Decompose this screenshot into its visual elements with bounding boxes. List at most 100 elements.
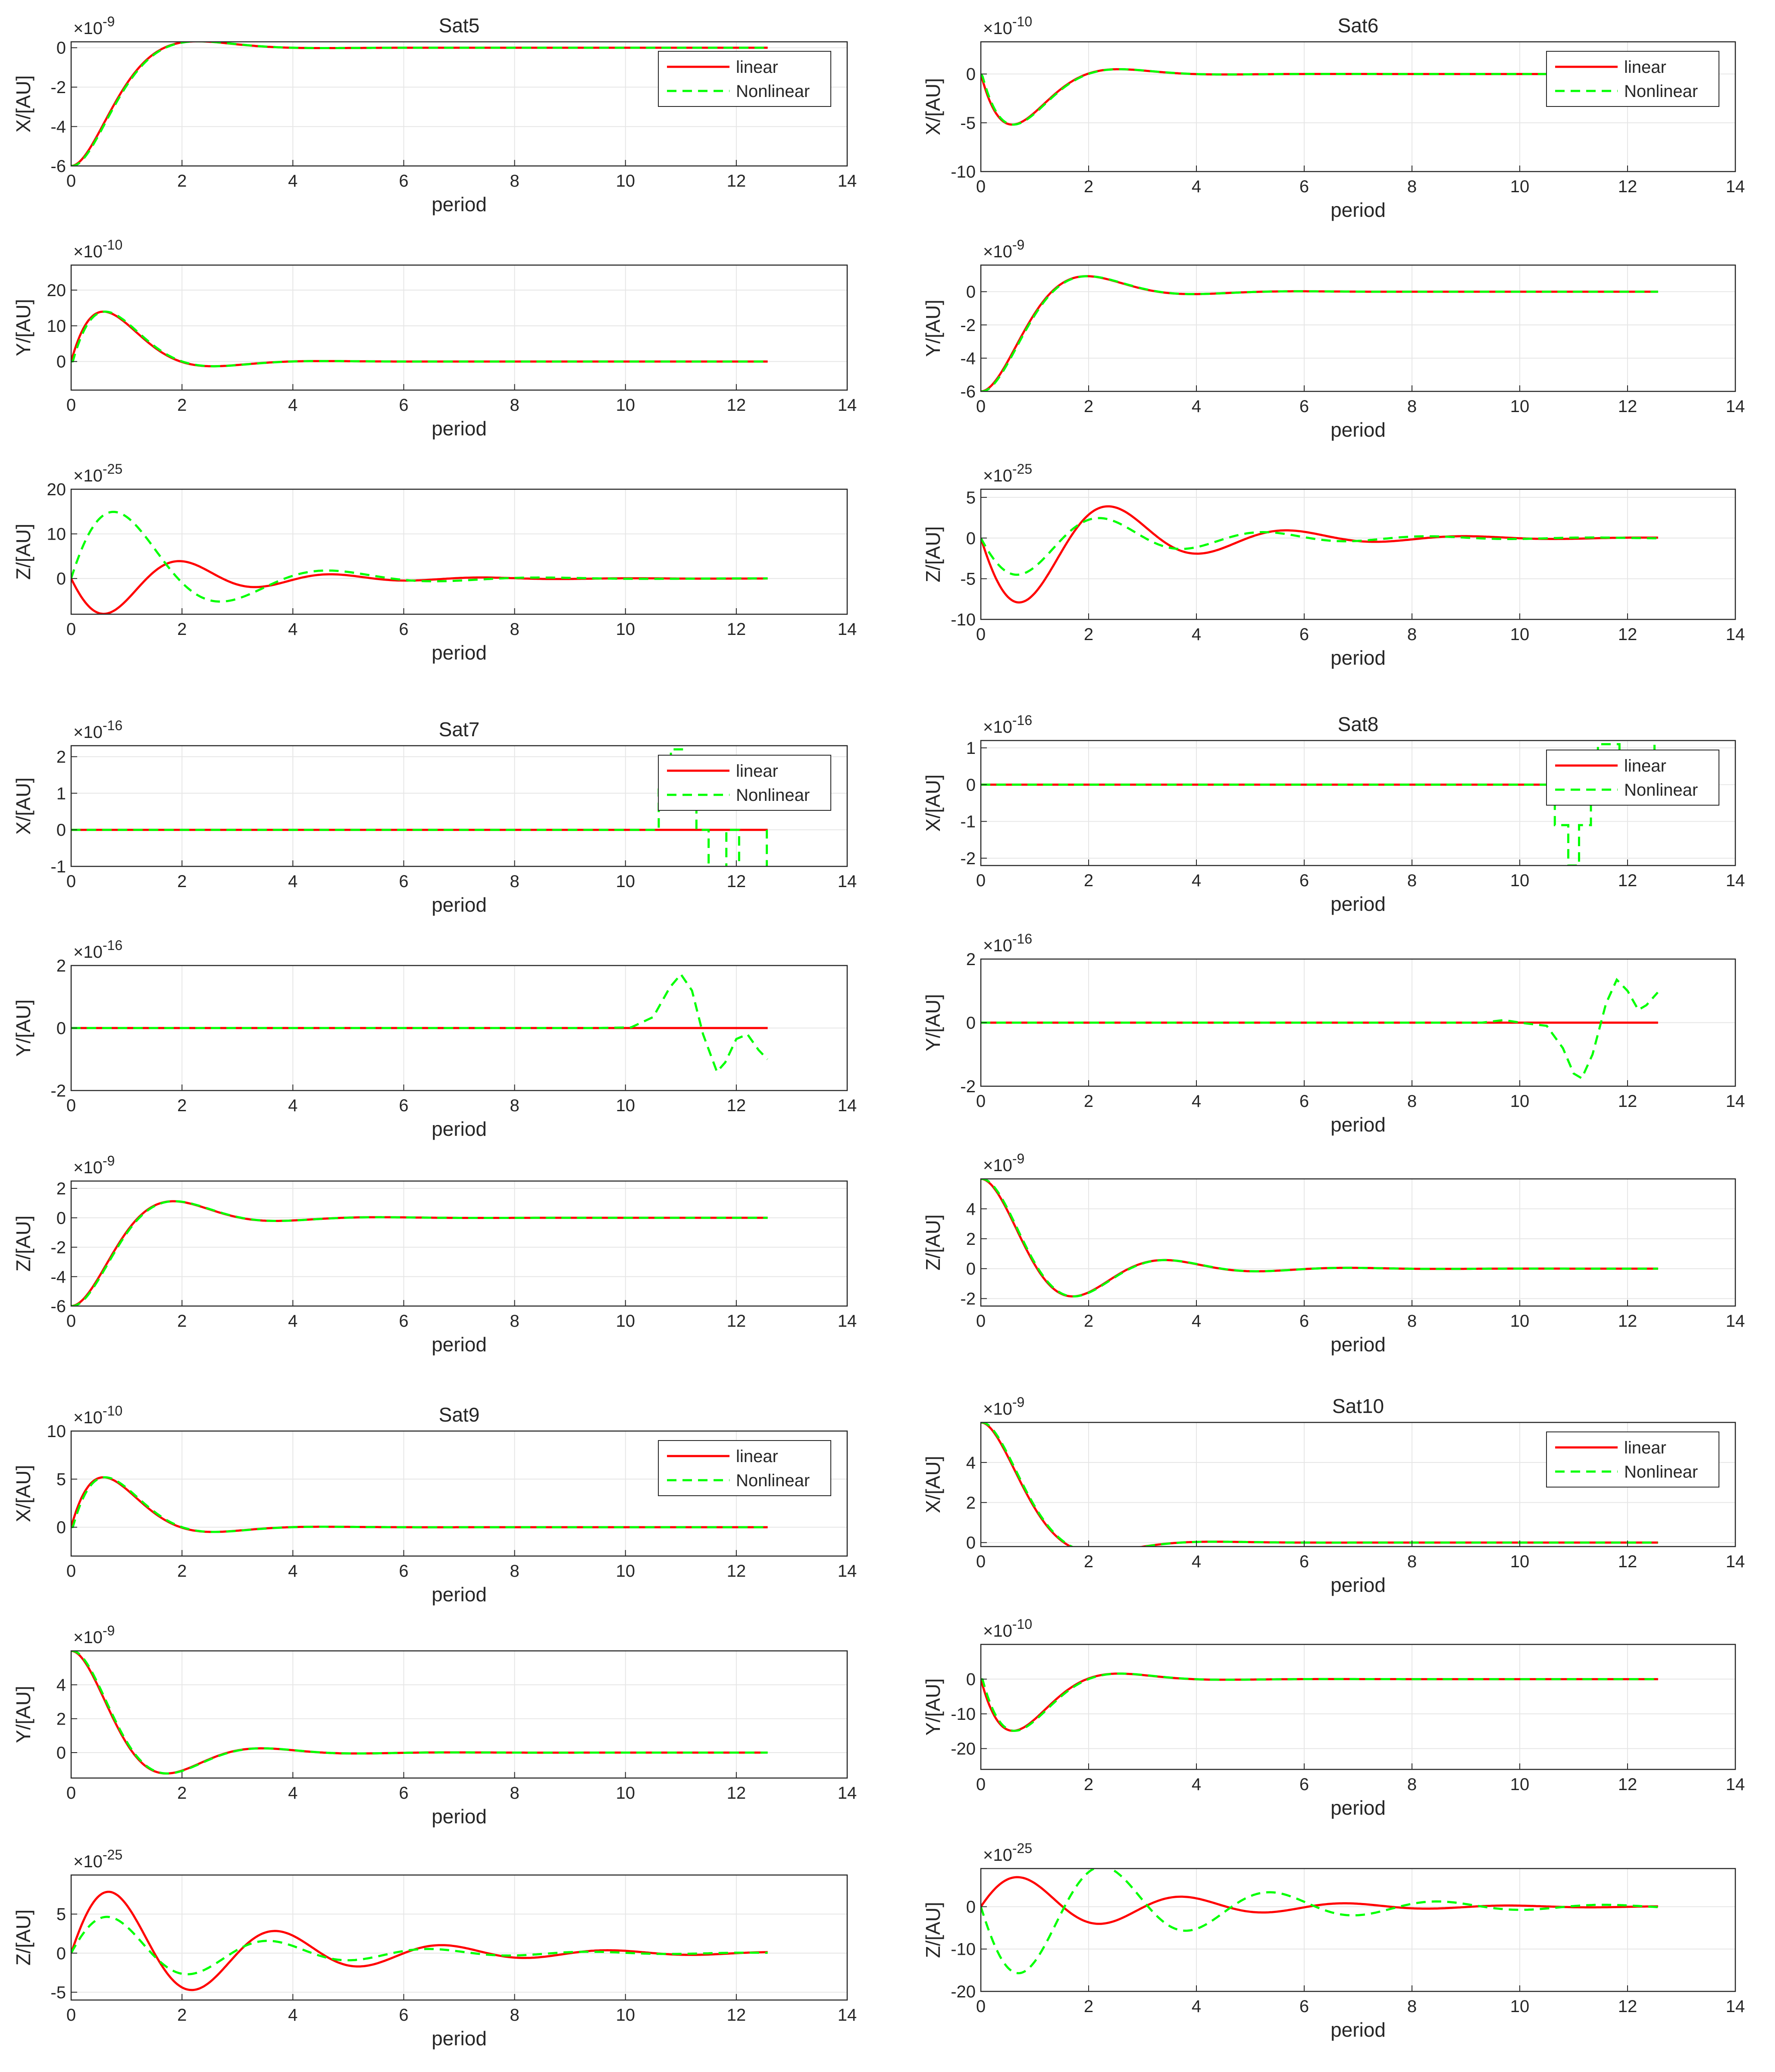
y-tick-label: -5 — [960, 114, 976, 133]
exponent-base: ×10 — [983, 1400, 1012, 1419]
x-tick-label: 6 — [399, 1784, 408, 1803]
x-axis-label: period — [432, 894, 487, 916]
x-tick-label: 10 — [616, 620, 635, 639]
y-axis-label: X/[AU] — [12, 1465, 34, 1522]
exponent-base: ×10 — [983, 1622, 1012, 1641]
exponent-base: ×10 — [73, 943, 103, 962]
axis-exponent: ×10-10 — [73, 1403, 122, 1427]
x-tick-label: 12 — [727, 1096, 746, 1115]
x-tick-label: 14 — [1726, 1775, 1745, 1794]
y-tick-label: -4 — [50, 1268, 66, 1287]
x-tick-label: 6 — [1299, 1312, 1309, 1331]
y-tick-label: 0 — [56, 39, 66, 58]
x-tick-label: 6 — [1299, 1092, 1309, 1111]
plot-area — [71, 489, 847, 614]
x-tick-label: 2 — [1084, 1997, 1093, 2016]
x-tick-label: 10 — [1510, 1997, 1530, 2016]
x-tick-label: 10 — [1510, 397, 1530, 416]
exponent-power: -10 — [1012, 14, 1032, 29]
axis-exponent: ×10-10 — [73, 237, 122, 261]
legend: linear Nonlinear — [1546, 750, 1719, 806]
exponent-base: ×10 — [983, 466, 1012, 485]
y-tick-label: 1 — [56, 784, 66, 803]
y-tick-label: 20 — [47, 480, 66, 499]
y-tick-label: 4 — [966, 1200, 976, 1219]
exponent-power: -25 — [103, 461, 122, 477]
y-tick-label: 2 — [966, 1230, 976, 1249]
y-tick-label: 0 — [966, 775, 976, 794]
x-tick-label: 0 — [976, 397, 986, 416]
y-tick-label: -2 — [960, 316, 976, 335]
x-axis-label: period — [1330, 647, 1386, 669]
x-tick-label: 8 — [1407, 1552, 1417, 1571]
chart-title: Sat8 — [1338, 713, 1379, 735]
x-tick-label: 8 — [510, 1312, 519, 1331]
x-tick-label: 8 — [510, 1784, 519, 1803]
y-axis-label: X/[AU] — [922, 1456, 944, 1513]
x-tick-label: 8 — [1407, 397, 1417, 416]
y-tick-label: 0 — [966, 1897, 976, 1916]
series-nonlinear-line — [981, 275, 1658, 391]
series-nonlinear-line — [981, 978, 1659, 1080]
x-tick-label: 10 — [616, 2006, 635, 2025]
y-axis-label: Y/[AU] — [12, 299, 34, 356]
x-axis-label: period — [432, 641, 487, 664]
legend-box — [658, 1440, 831, 1496]
axis-exponent: ×10-9 — [73, 1153, 115, 1177]
x-tick-label: 14 — [838, 1096, 857, 1115]
series-nonlinear-line — [981, 517, 1658, 576]
axes-box — [980, 1644, 1736, 1770]
exponent-power: -25 — [103, 1847, 122, 1863]
axes-box — [70, 488, 848, 615]
x-tick-label: 10 — [1510, 871, 1530, 890]
series-linear-line — [71, 560, 768, 614]
x-tick-label: 8 — [510, 1562, 519, 1581]
legend-linear-label: linear — [1624, 756, 1666, 775]
axis-exponent: ×10-16 — [983, 931, 1032, 955]
y-tick-label: -2 — [50, 1238, 66, 1257]
y-tick-label: -10 — [951, 1705, 976, 1724]
x-tick-label: 6 — [1299, 397, 1309, 416]
x-tick-label: 8 — [1407, 1997, 1417, 2016]
x-axis-label: period — [432, 193, 487, 216]
y-axis-label: Z/[AU] — [12, 1216, 34, 1272]
x-tick-label: 2 — [1084, 625, 1093, 644]
y-axis-label: Y/[AU] — [12, 1000, 34, 1057]
x-tick-label: 8 — [510, 620, 519, 639]
x-tick-label: 10 — [1510, 1312, 1530, 1331]
x-tick-label: 6 — [1299, 1775, 1309, 1794]
legend-box — [658, 755, 831, 811]
y-tick-label: -20 — [951, 1982, 976, 2001]
x-axis-label: period — [1330, 893, 1386, 915]
legend-nonlinear-label: Nonlinear — [1624, 1463, 1698, 1481]
x-tick-label: 8 — [510, 1096, 519, 1115]
x-axis-label: period — [1330, 419, 1386, 441]
plot-area — [981, 265, 1735, 391]
y-tick-label: -10 — [951, 1940, 976, 1959]
y-tick-label: -5 — [960, 570, 976, 589]
exponent-power: -9 — [1012, 1151, 1024, 1166]
x-tick-label: 8 — [510, 172, 519, 191]
legend-box — [1546, 1431, 1719, 1488]
exponent-power: -16 — [1012, 713, 1032, 728]
x-tick-label: 8 — [1407, 871, 1417, 890]
axis-exponent: ×10-10 — [983, 14, 1032, 38]
axis-exponent: ×10-25 — [983, 461, 1032, 485]
x-tick-label: 6 — [399, 1562, 408, 1581]
y-tick-label: -2 — [960, 849, 976, 868]
legend-linear-label: linear — [736, 58, 778, 77]
y-tick-label: 0 — [56, 1944, 66, 1963]
chart-title: Sat5 — [439, 14, 480, 37]
x-tick-label: 10 — [1510, 177, 1530, 196]
y-tick-label: 0 — [966, 1670, 976, 1689]
x-tick-label: 2 — [1084, 871, 1093, 890]
chart-title: Sat10 — [1332, 1395, 1384, 1417]
x-tick-label: 10 — [616, 1096, 635, 1115]
exponent-base: ×10 — [983, 19, 1012, 38]
x-tick-label: 0 — [976, 1092, 986, 1111]
x-tick-label: 12 — [1618, 871, 1637, 890]
x-tick-label: 4 — [288, 172, 297, 191]
